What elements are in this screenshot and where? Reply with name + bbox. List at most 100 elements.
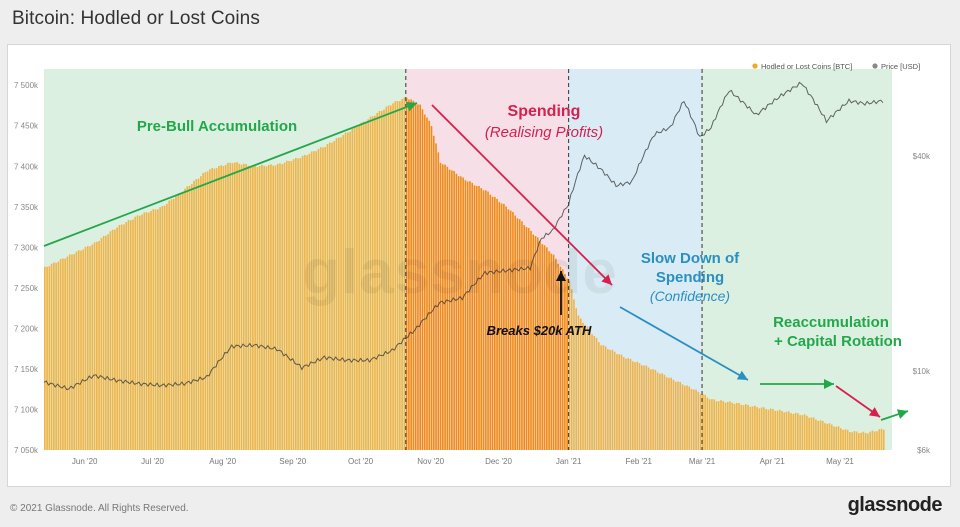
hodled-bar (539, 241, 541, 450)
hodled-bar (475, 185, 478, 450)
hodled-bar (659, 373, 661, 450)
hodled-bar (245, 163, 247, 451)
price-series-line (43, 81, 884, 391)
hodled-bar (213, 168, 216, 450)
hodled-bar (582, 322, 584, 450)
hodled-bar (328, 142, 331, 450)
y-right-tick-label: $40k (913, 152, 931, 161)
hodled-bar (439, 162, 442, 450)
hodled-bar (109, 231, 112, 450)
hodled-bar (588, 330, 591, 450)
y-left-tick-label: 7 200k (14, 324, 39, 333)
hodled-bar (145, 212, 148, 450)
trend-arrows (43, 101, 909, 421)
hodled-bar (826, 423, 829, 450)
hodled-bar (622, 357, 625, 450)
hodled-bar (817, 420, 820, 450)
hodled-bar (220, 165, 223, 450)
zone-3 (702, 69, 892, 450)
hodled-bar (871, 430, 874, 450)
y-left-tick-label: 7 400k (14, 162, 39, 171)
hodled-bar (586, 326, 589, 450)
hodled-bar (634, 362, 636, 450)
hodled-bar (566, 278, 568, 450)
hodled-bar (729, 401, 731, 450)
hodled-bar (749, 406, 752, 450)
hodled-bar (57, 261, 60, 450)
hodled-bar (152, 209, 155, 450)
hodled-bar (756, 407, 758, 450)
annotation-pre_bull: Pre-Bull Accumulation (137, 118, 297, 135)
hodled-bar (801, 415, 804, 450)
hodled-bar (401, 99, 403, 450)
hodled-bar (376, 112, 379, 451)
hodled-bar (222, 165, 225, 450)
hodled-bar (387, 105, 390, 450)
hodled-bar (204, 172, 207, 450)
hodled-bar (722, 401, 725, 450)
hodled-bar (785, 411, 788, 450)
hodled-bar (238, 163, 241, 450)
x-tick-label: Apr '21 (760, 457, 786, 466)
hodled-bar (353, 127, 356, 450)
hodled-bar (111, 229, 114, 450)
hodled-bar (432, 135, 435, 450)
hodled-bar (693, 389, 695, 450)
hodled-bar (351, 128, 354, 450)
hodled-bar (833, 426, 835, 450)
hodled-bar (790, 413, 792, 450)
hodled-bar (699, 394, 702, 450)
hodled-bar (75, 251, 78, 450)
hodled-bar (643, 365, 645, 450)
hodled-bar (631, 361, 634, 450)
hodled-bar (297, 158, 299, 450)
hodled-bar (184, 188, 186, 450)
hodled-bar (200, 176, 202, 450)
hodled-bar (181, 191, 184, 450)
hodled-bar (399, 101, 401, 451)
hodled-bar (430, 126, 433, 451)
hodled-bar (858, 433, 860, 450)
arrow-pre-bull-head (405, 101, 417, 112)
hodled-bar (304, 154, 306, 451)
hodled-bar (209, 169, 211, 450)
hodled-bar (598, 342, 600, 450)
hodled-bar (301, 155, 304, 450)
hodled-bar (188, 185, 191, 450)
hodled-bar (708, 399, 711, 450)
hodled-bar (412, 100, 415, 450)
hodled-bar (457, 176, 460, 450)
hodled-bar (731, 402, 734, 450)
hodled-bar (853, 431, 856, 450)
hodled-bar (258, 166, 261, 450)
hodled-bar (480, 188, 483, 450)
hodled-bar (645, 365, 648, 450)
x-tick-label: Sep '20 (279, 457, 306, 466)
y-left-tick-label: 7 350k (14, 203, 39, 212)
hodled-bar (460, 176, 462, 450)
hodled-bar (525, 227, 528, 450)
hodled-bar (129, 220, 132, 450)
phase-dividers (405, 69, 703, 450)
hodled-bar (105, 235, 107, 450)
hodled-bar (787, 411, 790, 450)
hodled-bar (175, 196, 177, 450)
hodled-bar (127, 220, 130, 450)
hodled-bar (159, 207, 161, 450)
hodled-bar (464, 180, 467, 450)
hodled-bar (559, 266, 562, 450)
hodled-bar (774, 410, 777, 450)
hodled-bar (584, 325, 587, 450)
hodled-bar (292, 159, 295, 450)
hodled-bar (86, 246, 89, 450)
hodled-bar (543, 245, 546, 450)
y-left-tick-label: 7 300k (14, 243, 39, 252)
hodled-bar (564, 274, 566, 450)
hodled-bar (132, 219, 134, 450)
hodled-bar (652, 369, 654, 450)
hodled-bar (281, 164, 284, 450)
hodled-bar (638, 363, 641, 450)
hodled-bar (428, 120, 431, 451)
hodled-bar (656, 372, 659, 450)
hodled-bar (380, 110, 383, 450)
